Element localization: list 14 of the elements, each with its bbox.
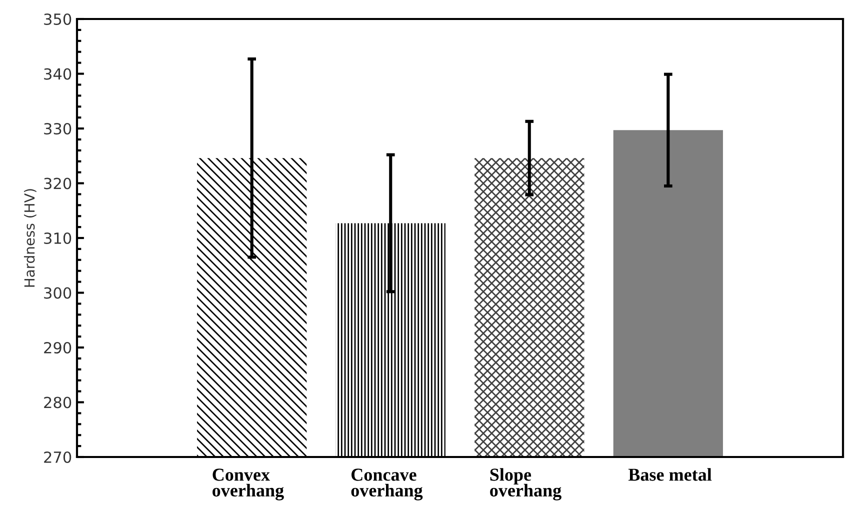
y-tick-label: 330 [44, 122, 72, 135]
y-axis-title: Hardness (HV) [24, 189, 36, 287]
y-tick-label: 350 [44, 13, 72, 26]
y-tick-label: 340 [44, 68, 72, 80]
x-tick-label: Convex overhang [212, 468, 284, 500]
y-tick-label: 270 [44, 451, 72, 464]
y-tick-label: 320 [44, 178, 72, 190]
y-tick-label: 280 [44, 396, 72, 408]
x-tick-label: Concave overhang [351, 468, 423, 500]
x-tick-label: Slope overhang [490, 468, 562, 500]
y-tick-label: 310 [44, 232, 72, 244]
y-tick-label: 300 [44, 287, 72, 299]
y-tick-label: 290 [44, 342, 72, 354]
x-tick-label: Base metal [628, 468, 712, 481]
